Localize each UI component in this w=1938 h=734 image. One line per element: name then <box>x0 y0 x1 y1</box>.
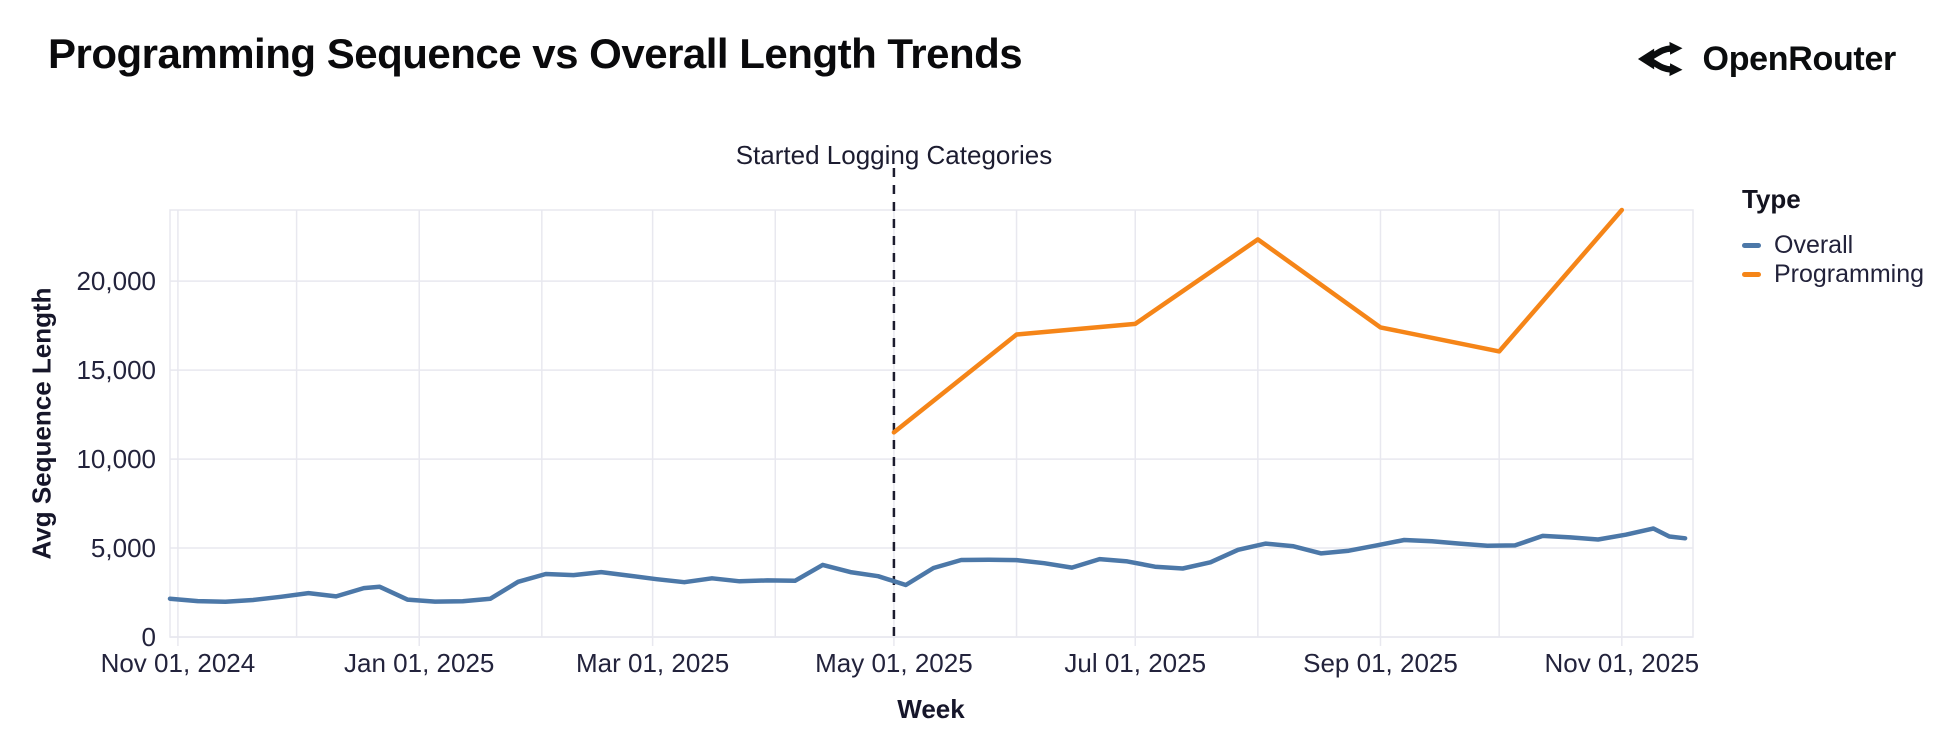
svg-text:15,000: 15,000 <box>76 355 156 385</box>
openrouter-wordmark: OpenRouter <box>1702 39 1897 78</box>
series-programming-line <box>891 207 1625 435</box>
legend-entry-overall: Overall <box>1742 231 1924 260</box>
x-axis-tick-labels: Nov 01, 2024 Jan 01, 2025 Mar 01, 2025 May … <box>101 648 1700 678</box>
svg-text:5,000: 5,000 <box>91 533 156 563</box>
programming-label: Programming <box>1774 260 1925 288</box>
svg-text:10,000: 10,000 <box>76 444 156 474</box>
programming-swatch <box>1742 272 1761 277</box>
svg-text:Nov 01, 2024: Nov 01, 2024 <box>101 648 256 678</box>
svg-text:20,000: 20,000 <box>76 266 156 296</box>
svg-text:Jan 01, 2025: Jan 01, 2025 <box>344 648 494 678</box>
svg-text:May 01, 2025: May 01, 2025 <box>815 648 973 678</box>
openrouter-logo[interactable]: OpenRouter <box>1633 28 1896 90</box>
chart-legend: Type Overall Programming <box>1742 184 1924 289</box>
annotation-label: Started Logging Categories <box>735 140 1053 170</box>
svg-text:Nov 01, 2025: Nov 01, 2025 <box>1544 648 1699 678</box>
legend-entry-programming: Programming <box>1742 260 1924 289</box>
svg-text:Mar 01, 2025: Mar 01, 2025 <box>576 648 729 678</box>
gridlines <box>169 209 1694 646</box>
legend-title: Type <box>1742 184 1801 214</box>
x-axis-title: Week <box>897 694 965 724</box>
svg-text:0: 0 <box>142 622 156 652</box>
openrouter-icon <box>1637 41 1683 77</box>
y-axis-title: Avg Sequence Length <box>26 287 57 560</box>
overall-swatch <box>1742 243 1761 248</box>
y-axis-tick-labels: 0 5,000 10,000 15,000 20,000 <box>76 266 156 652</box>
svg-text:Sep 01, 2025: Sep 01, 2025 <box>1303 648 1458 678</box>
page-title: Programming Sequence vs Overall Length T… <box>48 30 1023 77</box>
svg-text:Jul 01, 2025: Jul 01, 2025 <box>1064 648 1206 678</box>
series-overall-line <box>167 526 1688 605</box>
overall-label: Overall <box>1774 231 1854 259</box>
